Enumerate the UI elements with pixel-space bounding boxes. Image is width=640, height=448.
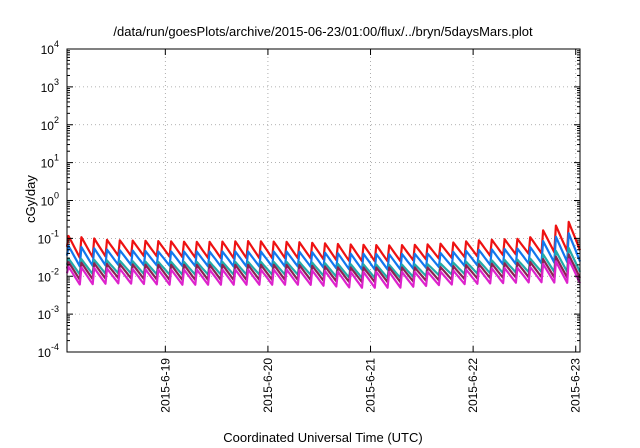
x-tick-label: 2015-6-20 [261, 358, 275, 413]
tick-layer: 10-410-310-210-11001011021031042015-6-19… [38, 39, 583, 413]
y-tick-label: 100 [41, 191, 59, 209]
y-axis-label: cGy/day [23, 175, 38, 223]
x-axis-label: Coordinated Universal Time (UTC) [223, 430, 422, 445]
x-tick-label: 2015-6-21 [364, 358, 378, 413]
chart-title: /data/run/goesPlots/archive/2015-06-23/0… [113, 24, 533, 39]
y-tick-exponent: -2 [51, 266, 59, 276]
y-tick-exponent: 2 [54, 115, 59, 125]
y-tick-label: 10-3 [38, 304, 59, 322]
plot-frame [66, 48, 581, 353]
x-tick-label: 2015-6-22 [466, 358, 480, 413]
y-tick-exponent: -4 [51, 342, 59, 352]
grid-layer [67, 49, 580, 352]
y-tick-label: 10-1 [38, 228, 59, 246]
y-tick-label: 104 [41, 39, 59, 57]
y-tick-exponent: -3 [51, 304, 59, 314]
y-tick-label: 10-2 [38, 266, 59, 284]
y-tick-exponent: 0 [54, 191, 59, 201]
y-tick-label: 10-4 [38, 342, 59, 360]
x-tick-label: 2015-6-23 [569, 358, 583, 413]
series-layer [65, 220, 582, 289]
series-line [65, 258, 581, 289]
y-tick-label: 101 [41, 153, 59, 171]
y-tick-label: 103 [41, 77, 59, 95]
x-tick-label: 2015-6-19 [158, 358, 172, 413]
y-tick-exponent: 1 [54, 153, 59, 163]
y-tick-label: 102 [41, 115, 59, 133]
y-tick-exponent: 3 [54, 77, 59, 87]
y-tick-exponent: -1 [51, 228, 59, 238]
y-tick-exponent: 4 [54, 39, 59, 49]
